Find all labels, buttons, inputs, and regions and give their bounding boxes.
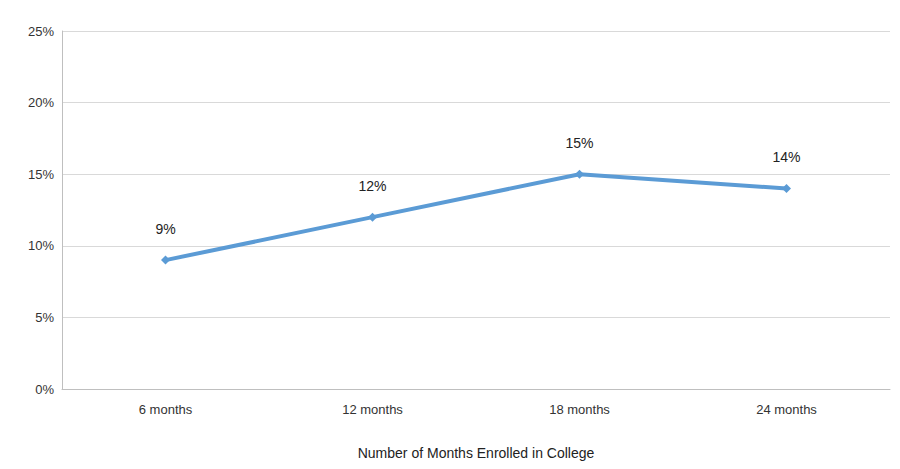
svg-text:25%: 25% [28, 24, 54, 39]
svg-text:6 months: 6 months [139, 402, 193, 417]
svg-text:10%: 10% [28, 238, 54, 253]
svg-text:Number of Months Enrolled in C: Number of Months Enrolled in College [358, 445, 595, 461]
svg-text:14%: 14% [772, 149, 800, 165]
svg-text:15%: 15% [28, 167, 54, 182]
svg-text:12%: 12% [358, 178, 386, 194]
svg-text:20%: 20% [28, 95, 54, 110]
svg-text:24 months: 24 months [756, 402, 817, 417]
svg-text:9%: 9% [155, 221, 175, 237]
svg-text:12 months: 12 months [342, 402, 403, 417]
svg-text:15%: 15% [565, 135, 593, 151]
svg-text:0%: 0% [35, 382, 54, 397]
svg-text:5%: 5% [35, 310, 54, 325]
svg-text:18 months: 18 months [549, 402, 610, 417]
